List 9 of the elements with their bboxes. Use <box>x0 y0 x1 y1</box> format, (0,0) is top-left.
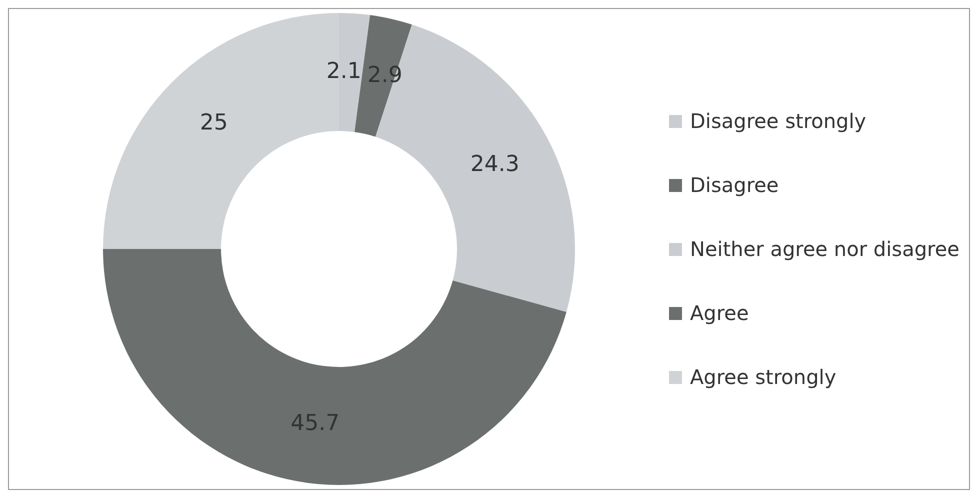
data-label: 2.1 <box>326 59 362 84</box>
legend-label: Disagree <box>690 173 779 197</box>
legend-label: Agree <box>690 301 749 325</box>
data-label: 25 <box>200 110 228 136</box>
data-label: 24.3 <box>470 152 520 177</box>
data-label: 45.7 <box>290 411 340 436</box>
legend-label: Disagree strongly <box>690 109 866 133</box>
legend-label: Neither agree nor disagree <box>690 237 960 261</box>
legend-label: Agree strongly <box>690 365 836 389</box>
